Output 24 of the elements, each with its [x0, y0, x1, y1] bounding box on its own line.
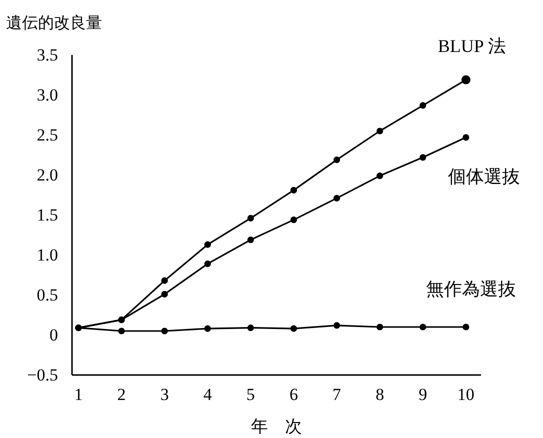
y-tick-label: 1.5 [36, 206, 58, 224]
x-tick-label: 8 [376, 385, 384, 404]
x-tick-label: 9 [418, 385, 428, 404]
x-tick-label: 4 [203, 385, 212, 404]
y-tick-label: 0 [50, 326, 58, 344]
x-tick-label: 7 [332, 385, 342, 404]
y-axis-title: 遺伝的改良量 [6, 14, 102, 32]
x-axis-title: 年 次 [251, 417, 302, 436]
x-tick-label: 5 [246, 385, 255, 404]
y-tick-label: 3.0 [36, 86, 58, 104]
series-label: BLUP 法 [438, 36, 506, 56]
series-label: 個体選抜 [448, 166, 520, 186]
y-tick-label: 0.5 [36, 286, 58, 304]
y-tick-label: 1.0 [36, 246, 58, 264]
x-tick-label: 10 [457, 385, 474, 404]
x-tick-label: 6 [289, 385, 298, 404]
y-tick-label: 3.5 [36, 46, 58, 64]
x-tick-label: 2 [117, 385, 126, 404]
y-tick-label: 2.0 [36, 166, 58, 184]
series-label: 無作為選抜 [426, 279, 516, 299]
x-tick-label: 3 [160, 385, 169, 404]
y-tick-label: −0.5 [27, 366, 58, 384]
x-tick-label: 1 [74, 385, 83, 404]
y-tick-label: 2.5 [36, 126, 58, 144]
